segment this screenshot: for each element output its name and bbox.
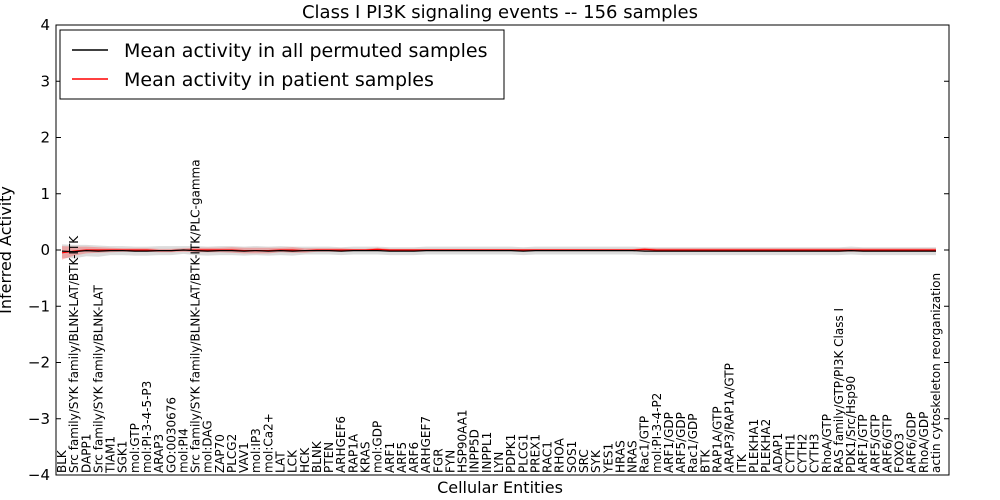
x-category-label: Src family/SYK family/BLNK-LAT/BTK-ITK/P… <box>189 159 203 473</box>
x-category-label: VAV1 <box>237 442 251 473</box>
x-category-label: mol:IP3 <box>249 428 263 473</box>
y-tick-label: −2 <box>28 354 50 372</box>
x-category-label: mol:GDP <box>371 421 385 473</box>
x-category-label: ARF5 <box>395 442 409 473</box>
x-category-label: YES1 <box>601 443 615 474</box>
x-category-label: LAT <box>274 451 288 473</box>
x-category-label: DAPP1 <box>79 434 93 473</box>
x-category-label: SGK1 <box>116 441 130 473</box>
x-category-label: FOXO3 <box>893 433 907 473</box>
series-line-0 <box>61 249 936 253</box>
x-category-label: Src family/SYK family/BLNK-LAT/BTK-ITK <box>67 235 81 473</box>
x-category-label: mol:PI4 <box>176 428 190 473</box>
y-tick-label: 4 <box>40 16 50 34</box>
y-tick-label: 0 <box>40 241 50 259</box>
y-axis-label: Inferred Activity <box>0 186 15 314</box>
x-category-label: ADAP1 <box>771 433 785 473</box>
x-category-label: PLEKHA1 <box>747 419 761 473</box>
legend-label: Mean activity in all permuted samples <box>124 40 487 62</box>
x-category-label: FYN <box>443 450 457 473</box>
x-category-label: RAS family/GTP/PI3K Class I <box>832 308 846 473</box>
x-category-label: ARF1/GDP <box>662 412 676 473</box>
x-category-label: FGR <box>431 448 445 473</box>
x-category-label: ZAP70 <box>213 434 227 473</box>
x-category-label: ARHGEF7 <box>419 416 433 473</box>
x-axis-label: Cellular Entities <box>437 478 563 497</box>
legend: Mean activity in all permuted samples Mea… <box>59 29 505 100</box>
y-tick-label: 3 <box>40 72 50 90</box>
y-tick-label: 1 <box>40 185 50 203</box>
series-band-0 <box>62 244 936 259</box>
x-category-label: INPP5D <box>468 429 482 473</box>
x-category-label: PDK1/Src/Hsp90 <box>844 376 858 473</box>
x-category-label: HRAS <box>613 440 627 473</box>
x-category-label: ITK <box>735 453 749 473</box>
x-category-label: ARF6 <box>407 442 421 473</box>
x-category-label: ARF5/GTP <box>868 414 882 473</box>
x-category-label: RHOA <box>553 437 567 473</box>
y-tick-label: −3 <box>28 410 50 428</box>
y-tick-label: 2 <box>40 129 50 147</box>
x-category-label: Src family/SYK family/BLNK-LAT <box>91 284 105 473</box>
x-category-label: ARF1 <box>383 442 397 473</box>
plot-frame <box>55 24 950 476</box>
x-category-label: TIAM1 <box>104 436 118 474</box>
x-category-label: HCK <box>298 447 312 473</box>
x-category-label: SOS1 <box>565 441 579 473</box>
x-category-label: RhoA/GTP <box>820 414 834 473</box>
x-category-label: BLNK <box>310 440 324 473</box>
x-category-label: mol:PI-3-4-5-P3 <box>140 381 154 473</box>
x-category-label: CYTH3 <box>808 434 822 474</box>
x-category-label: NRAS <box>626 440 640 473</box>
x-category-label: ARF6/GTP <box>880 414 894 473</box>
x-category-label: CYTH1 <box>783 434 797 474</box>
x-category-label: mol:GTP <box>128 423 142 473</box>
y-tick-label: −1 <box>28 297 50 315</box>
x-category-label: GO:0030676 <box>164 397 178 473</box>
y-axis-ticks: −4 −3 −2 −1 0 1 2 3 4 <box>28 16 949 484</box>
x-category-label: ARF5/GDP <box>674 412 688 473</box>
x-category-label: mol:Ca2+ <box>261 413 275 473</box>
x-category-label: mol:DAG <box>201 420 215 473</box>
x-category-label: ARF6/GDP <box>905 412 919 473</box>
x-category-label: PREX1 <box>528 434 542 473</box>
legend-label: Mean activity in patient samples <box>124 69 434 91</box>
x-category-label: PLEKHA2 <box>759 419 773 473</box>
x-category-label: mol:PI-3-4-P2 <box>650 393 664 473</box>
x-category-label: ARF1/GTP <box>856 414 870 473</box>
x-category-label: ARAP3 <box>152 434 166 473</box>
x-category-label: Rac1/GTP <box>638 416 652 473</box>
x-category-label: HSP90AA1 <box>456 409 470 473</box>
x-category-label: RAP1A <box>346 433 360 473</box>
x-category-label: CYTH2 <box>796 434 810 474</box>
x-category-label: PLCG2 <box>225 434 239 473</box>
x-category-label: BTK <box>698 448 712 473</box>
x-category-label: SYK <box>589 449 603 473</box>
x-category-label: Rac1/GDP <box>686 414 700 473</box>
x-category-label: BLK <box>55 449 69 473</box>
x-category-label: actin cytoskeleton reorganization <box>929 273 943 473</box>
x-category-label: ARAP3/RAP1A/GTP <box>723 363 737 473</box>
x-category-label: RAC1 <box>541 441 555 473</box>
x-category-label: KRAS <box>359 441 373 473</box>
x-category-label: RhoA/GDP <box>917 412 931 473</box>
x-category-label: PTEN <box>322 442 336 473</box>
series-lines <box>61 248 936 254</box>
x-category-label: PDPK1 <box>504 434 518 473</box>
chart-title: Class I PI3K signaling events -- 156 sam… <box>302 2 698 23</box>
legend-box <box>59 29 505 100</box>
x-category-label: LYN <box>492 452 506 473</box>
x-category-label: LCK <box>286 449 300 473</box>
x-category-label: INPPL1 <box>480 432 494 473</box>
x-category-label: ARHGEF6 <box>334 416 348 473</box>
x-category-label: PLCG1 <box>516 434 530 473</box>
x-category-label: SRC <box>577 449 591 473</box>
x-category-label: RAP1A/GTP <box>711 406 725 473</box>
y-tick-label: −4 <box>28 466 50 484</box>
